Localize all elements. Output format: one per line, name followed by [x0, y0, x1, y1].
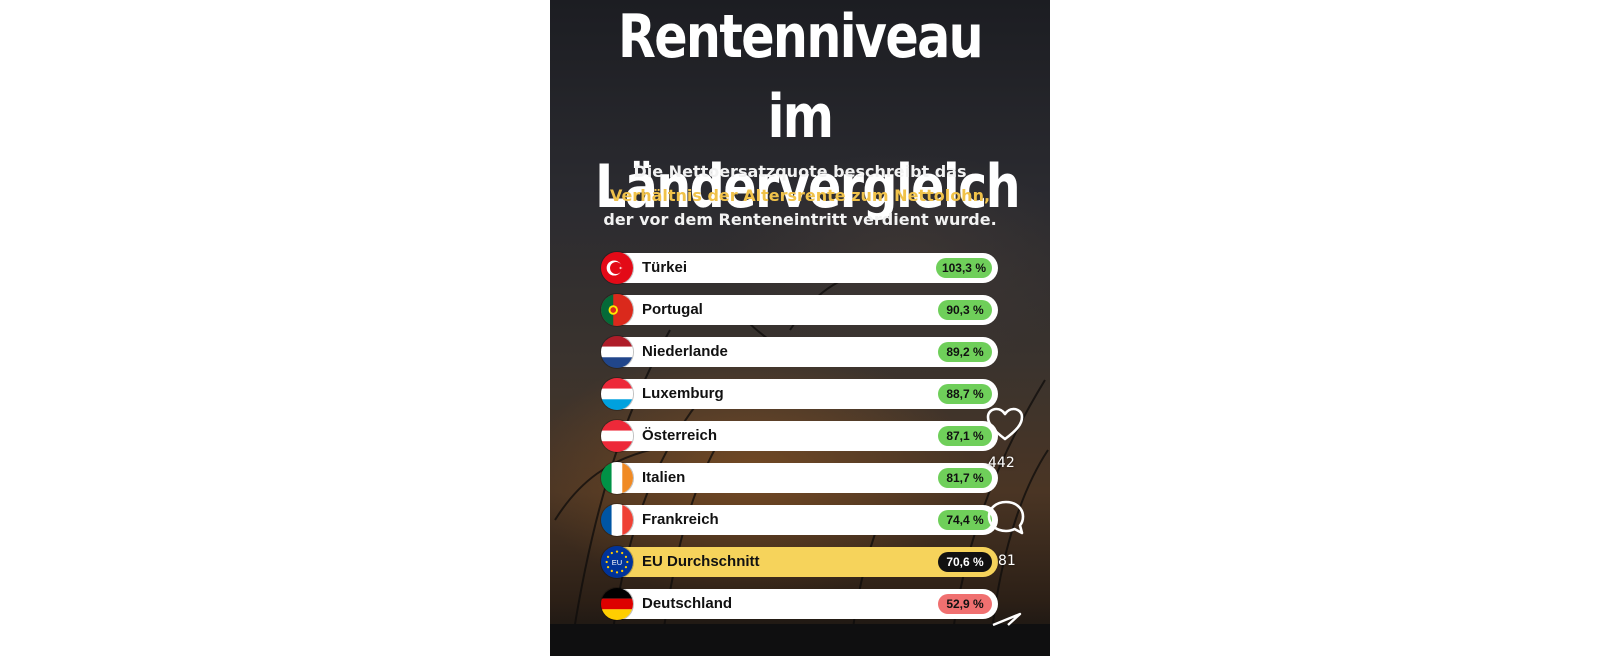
country-name: Türkei: [642, 259, 688, 276]
austria-flag-icon: [600, 419, 634, 453]
heart-icon[interactable]: [985, 406, 1025, 442]
france-flag-icon: [600, 503, 634, 537]
netherlands-flag-icon: [600, 335, 634, 369]
bottom-bar: [550, 624, 1050, 656]
value-badge: 81,7 %: [938, 468, 992, 488]
country-name: Portugal: [642, 301, 703, 318]
list-item-frankreich: Frankreich 74,4 %: [600, 503, 998, 537]
luxembourg-flag-icon: [600, 377, 634, 411]
list-item-oesterreich: Österreich 87,1 %: [600, 419, 998, 453]
value-badge: 89,2 %: [938, 342, 992, 362]
post-image: Rentenniveau im Ländervergleich Die Nett…: [550, 0, 1050, 656]
list-item-italien: Italien 81,7 %: [600, 461, 998, 495]
subtitle-line-1: Die Nettoersatzquote beschreibt das: [633, 162, 967, 181]
country-name: Frankreich: [642, 511, 719, 528]
portugal-flag-icon: [600, 293, 634, 327]
country-name: Österreich: [642, 427, 718, 444]
country-name: Deutschland: [642, 595, 733, 612]
italy-flag-icon: [600, 461, 634, 495]
title-line-1: Rentenniveau: [617, 2, 984, 72]
eu-flag-label: EU: [612, 558, 622, 567]
value-badge: 103,3 %: [935, 258, 992, 278]
turkey-flag-icon: [600, 251, 634, 285]
comment-bubble-icon[interactable]: [986, 498, 1026, 538]
share-icon[interactable]: [990, 612, 1024, 626]
value-badge: 74,4 %: [938, 510, 992, 530]
country-name: Luxemburg: [642, 385, 724, 402]
subtitle-line-3: der vor dem Renteneintritt verdient wurd…: [603, 210, 997, 229]
country-name: Niederlande: [642, 343, 728, 360]
value-badge: 90,3 %: [938, 300, 992, 320]
list-item-tuerkei: Türkei 103,3 %: [600, 251, 998, 285]
list-item-eu-durchschnitt: EU EU Durchschnitt 70,6 %: [600, 545, 998, 579]
value-badge: 70,6 %: [938, 552, 992, 572]
subtitle-highlight: Verhältnis der Altersrente zum Nettolohn…: [609, 186, 991, 205]
comment-count: 81: [998, 553, 1016, 569]
list-item-niederlande: Niederlande 89,2 %: [600, 335, 998, 369]
germany-flag-icon: [600, 587, 634, 621]
list-item-luxemburg: Luxemburg 88,7 %: [600, 377, 998, 411]
value-badge: 52,9 %: [938, 594, 992, 614]
value-badge: 88,7 %: [938, 384, 992, 404]
country-name: EU Durchschnitt: [642, 553, 760, 570]
country-name: Italien: [642, 469, 686, 486]
like-count: 442: [988, 455, 1015, 471]
list-item-portugal: Portugal 90,3 %: [600, 293, 998, 327]
list-item-deutschland: Deutschland 52,9 %: [600, 587, 998, 621]
title-line-2: im Ländervergleich: [595, 82, 1021, 222]
eu-flag-icon: EU: [600, 545, 634, 579]
value-badge: 87,1 %: [938, 426, 992, 446]
